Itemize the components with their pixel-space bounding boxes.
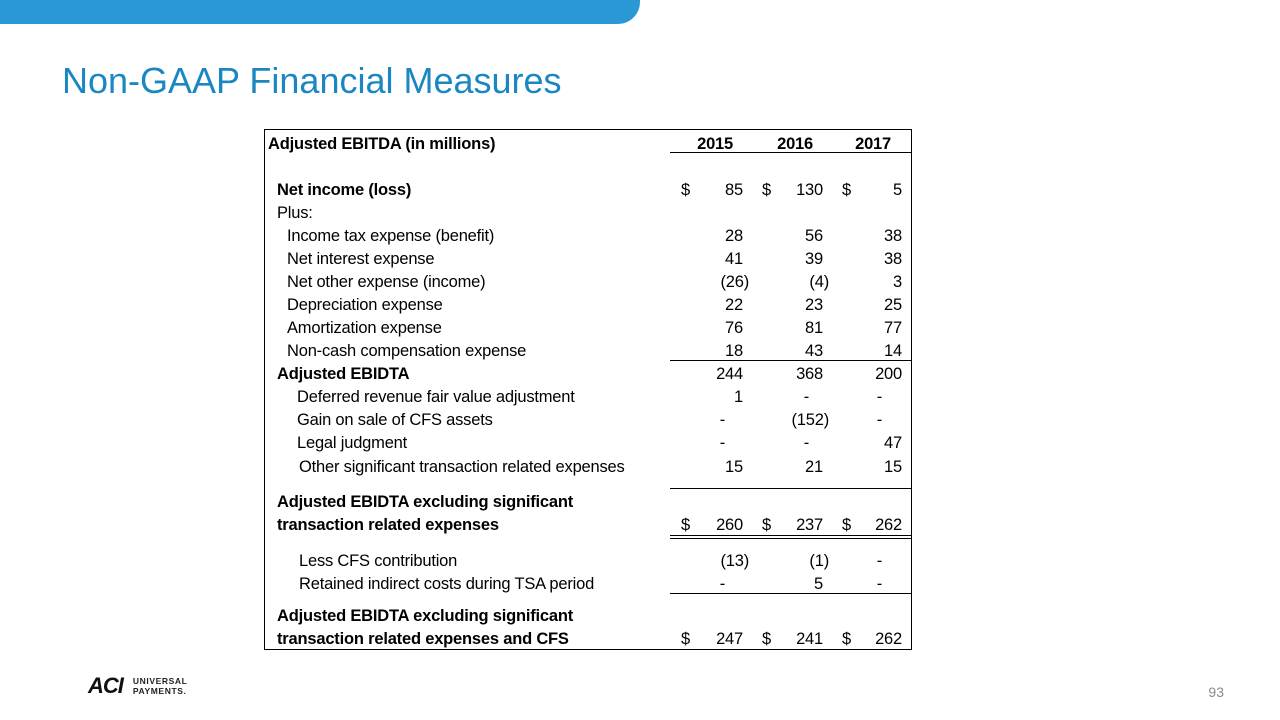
subtotal-line [670, 360, 911, 361]
subtotal-line [670, 488, 911, 489]
cell-value: 241 [796, 630, 823, 648]
dollar-sign: $ [681, 516, 690, 534]
year-header-2016: 2016 [777, 135, 813, 153]
cell-value: 5 [893, 181, 902, 199]
cell-value: 1 [734, 388, 743, 406]
cell-value: - [876, 552, 882, 570]
aci-logo: ACI UNIVERSAL PAYMENTS. [88, 673, 188, 698]
cell-value: 23 [805, 296, 823, 314]
row-label: Adjusted EBIDTA [277, 365, 410, 383]
row-label: Depreciation expense [287, 296, 443, 314]
cell-value: 18 [725, 342, 743, 360]
adjusted-ebitda-table: Adjusted EBITDA (in millions) 2015 2016 … [264, 129, 912, 650]
row-label: Less CFS contribution [299, 552, 458, 570]
cell-value: (1) [809, 552, 829, 570]
cell-value: 56 [805, 227, 823, 245]
year-header-2015: 2015 [697, 135, 733, 153]
row-label: Legal judgment [297, 434, 408, 452]
cell-value: - [719, 575, 725, 593]
cell-value: 25 [884, 296, 902, 314]
row-label-line1: Adjusted EBIDTA excluding significant [277, 607, 574, 625]
header-underline [670, 152, 911, 153]
dollar-sign: $ [762, 181, 771, 199]
cell-value: - [876, 575, 882, 593]
year-header-2017: 2017 [855, 135, 891, 153]
cell-value: (13) [720, 552, 749, 570]
cell-value: 28 [725, 227, 743, 245]
cell-value: 200 [875, 365, 902, 383]
cell-value: 244 [716, 365, 743, 383]
row-label: Net income (loss) [277, 181, 412, 199]
dollar-sign: $ [762, 516, 771, 534]
row-label: Net other expense (income) [287, 273, 486, 291]
cell-value: - [876, 388, 882, 406]
cell-value: 85 [725, 181, 743, 199]
row-label: Plus: [277, 204, 313, 222]
cell-value: 38 [884, 227, 902, 245]
cell-value: - [719, 434, 725, 452]
row-label-line2: transaction related expenses and CFS [277, 630, 569, 648]
cell-value: 81 [805, 319, 823, 337]
cell-value: 47 [884, 434, 902, 452]
row-label-line1: Adjusted EBIDTA excluding significant [277, 493, 574, 511]
cell-value: - [876, 411, 882, 429]
dollar-sign: $ [842, 181, 851, 199]
cell-value: 76 [725, 319, 743, 337]
cell-value: 77 [884, 319, 902, 337]
subtotal-line [670, 593, 911, 594]
cell-value: 15 [725, 458, 743, 476]
cell-value: 262 [875, 516, 902, 534]
page-title: Non-GAAP Financial Measures [62, 60, 562, 101]
cell-value: 3 [893, 273, 902, 291]
cell-value: (152) [791, 411, 829, 429]
row-label: Gain on sale of CFS assets [297, 411, 493, 429]
page-number: 93 [1208, 684, 1224, 700]
dollar-sign: $ [762, 630, 771, 648]
cell-value: 260 [716, 516, 743, 534]
cell-value: - [803, 388, 809, 406]
cell-value: 22 [725, 296, 743, 314]
cell-value: - [719, 411, 725, 429]
logo-mark: ACI [88, 673, 124, 698]
cell-value: 247 [716, 630, 743, 648]
cell-value: 21 [805, 458, 823, 476]
dollar-sign: $ [842, 630, 851, 648]
table-header-label: Adjusted EBITDA (in millions) [268, 135, 496, 153]
cell-value: 262 [875, 630, 902, 648]
cell-value: (26) [720, 273, 749, 291]
dollar-sign: $ [681, 181, 690, 199]
cell-value: - [803, 434, 809, 452]
cell-value: 5 [814, 575, 823, 593]
logo-wordmark: UNIVERSAL PAYMENTS. [133, 676, 188, 696]
double-underline-bottom [670, 538, 911, 539]
row-label: Retained indirect costs during TSA perio… [299, 575, 595, 593]
row-label: Net interest expense [287, 250, 435, 268]
cell-value: 237 [796, 516, 823, 534]
row-label: Non-cash compensation expense [287, 342, 527, 360]
row-label: Deferred revenue fair value adjustment [297, 388, 575, 406]
cell-value: 39 [805, 250, 823, 268]
cell-value: 38 [884, 250, 902, 268]
cell-value: 14 [884, 342, 902, 360]
dollar-sign: $ [842, 516, 851, 534]
logo-line1: UNIVERSAL [132, 676, 188, 686]
cell-value: 15 [884, 458, 902, 476]
row-label: Income tax expense (benefit) [287, 227, 495, 245]
row-label: Amortization expense [287, 319, 442, 337]
cell-value: 41 [725, 250, 743, 268]
row-label-line2: transaction related expenses [277, 516, 499, 534]
cell-value: 368 [796, 365, 823, 383]
logo-line2: PAYMENTS. [132, 686, 187, 696]
cell-value: 130 [796, 181, 823, 199]
cell-value: 43 [805, 342, 823, 360]
cell-value: (4) [809, 273, 829, 291]
dollar-sign: $ [681, 630, 690, 648]
top-accent-bar [0, 0, 640, 24]
row-label: Other significant transaction related ex… [299, 458, 625, 476]
double-underline-top [670, 535, 911, 536]
